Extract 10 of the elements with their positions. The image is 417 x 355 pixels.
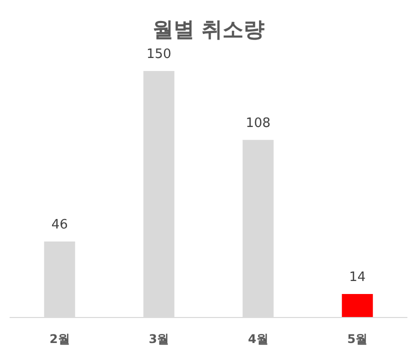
x-tick-label: 2월 — [49, 332, 70, 346]
x-tick-label: 3월 — [148, 332, 170, 346]
data-label: 46 — [51, 218, 68, 233]
x-tick-label: 5월 — [347, 332, 368, 346]
data-label: 14 — [349, 270, 366, 286]
bar — [342, 294, 373, 317]
data-label: 150 — [146, 47, 172, 62]
x-tick-label: 4월 — [248, 332, 268, 346]
chart-title: 월별 취소량 — [152, 18, 265, 42]
data-label: 108 — [246, 116, 271, 131]
